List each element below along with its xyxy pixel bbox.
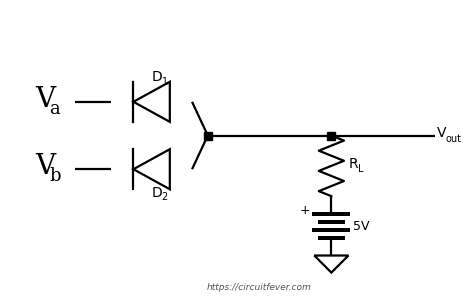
Text: D: D [152,70,163,84]
Text: R: R [348,157,358,171]
Text: V: V [35,153,55,181]
Text: out: out [445,134,461,144]
Text: V: V [35,86,55,113]
Polygon shape [133,82,170,122]
Text: V: V [437,126,447,140]
Text: 1: 1 [162,77,168,87]
Text: a: a [49,100,60,117]
Text: 5V: 5V [353,220,369,233]
Text: L: L [358,164,364,174]
Text: b: b [49,167,61,185]
Text: D: D [152,186,163,200]
Text: 2: 2 [162,192,168,202]
Polygon shape [133,149,170,189]
Text: https://circuitfever.com: https://circuitfever.com [207,283,312,292]
Text: +: + [300,204,310,217]
